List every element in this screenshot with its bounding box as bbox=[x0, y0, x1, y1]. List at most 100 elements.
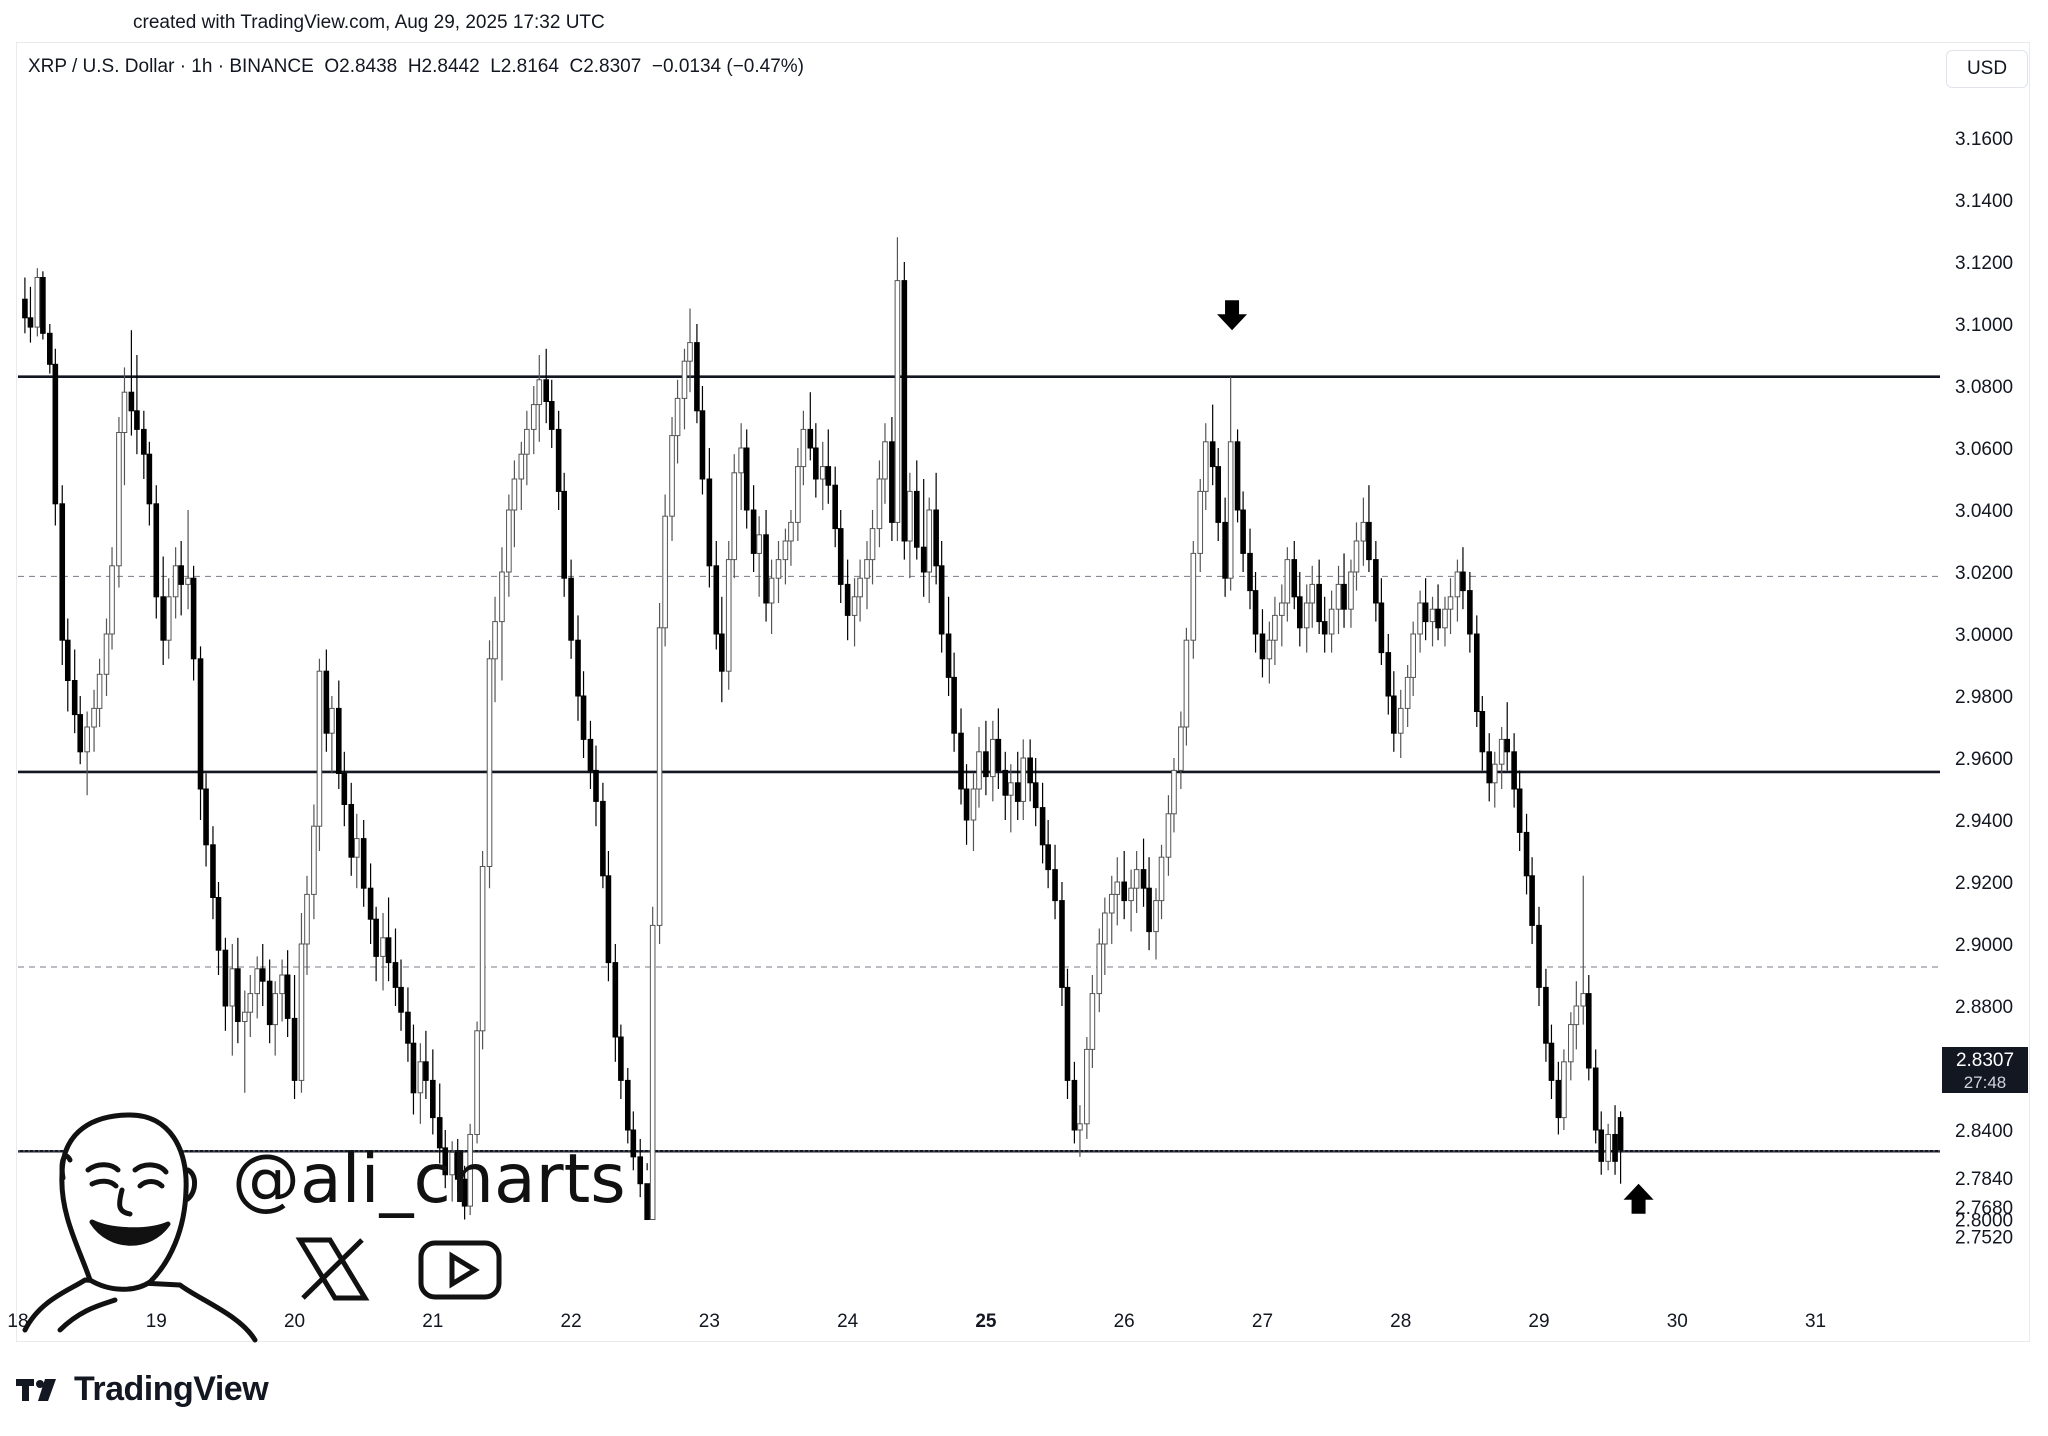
candle-body bbox=[1341, 583, 1347, 610]
candle bbox=[241, 990, 248, 1093]
candle bbox=[1555, 1061, 1562, 1135]
candle bbox=[1008, 764, 1014, 833]
price-tick-label: 2.9600 bbox=[1955, 749, 2013, 770]
candle bbox=[1102, 897, 1108, 975]
candle bbox=[1548, 1024, 1555, 1099]
candle bbox=[1605, 1123, 1611, 1171]
candle bbox=[536, 355, 543, 442]
time-axis[interactable]: 18 19 20 21 22 23 24 25 26 27 28 29 30 31 bbox=[7, 1311, 1826, 1332]
candle bbox=[782, 528, 789, 585]
time-tick-label: 22 bbox=[561, 1311, 582, 1332]
candle-body bbox=[1417, 602, 1423, 635]
candle bbox=[699, 386, 706, 495]
candle-body bbox=[1580, 993, 1587, 1007]
candle-body bbox=[153, 503, 160, 598]
candle bbox=[788, 510, 794, 566]
candle-body bbox=[474, 1030, 480, 1135]
candle bbox=[669, 417, 675, 541]
candle bbox=[524, 410, 530, 486]
candle bbox=[864, 541, 870, 610]
candle bbox=[1467, 572, 1473, 653]
candle bbox=[1460, 547, 1466, 610]
candle bbox=[719, 596, 725, 703]
candle-body bbox=[442, 1147, 449, 1176]
candle bbox=[1197, 479, 1204, 572]
candle bbox=[612, 944, 619, 1062]
candle-body bbox=[311, 825, 317, 895]
price-tick-label: 3.0000 bbox=[1955, 625, 2013, 646]
candle-body bbox=[725, 559, 732, 672]
candle-body bbox=[1077, 1123, 1083, 1131]
candle-body bbox=[662, 515, 668, 629]
candle bbox=[1328, 590, 1335, 653]
candle bbox=[649, 906, 656, 1221]
candle bbox=[1121, 851, 1127, 920]
candle-body bbox=[77, 714, 84, 753]
symbol-name[interactable]: XRP / U.S. Dollar · 1h · BINANCE bbox=[28, 56, 314, 77]
candle-body bbox=[165, 596, 172, 641]
candle-body bbox=[1114, 881, 1121, 895]
candle bbox=[1045, 820, 1051, 889]
candle bbox=[913, 460, 920, 560]
candle bbox=[1585, 975, 1592, 1081]
candle-body bbox=[1536, 924, 1542, 988]
candle-body bbox=[279, 974, 285, 995]
candle bbox=[876, 460, 883, 548]
candle bbox=[1580, 875, 1587, 1025]
candle-body bbox=[1605, 1133, 1611, 1162]
candle-body bbox=[970, 788, 977, 821]
candle bbox=[215, 882, 222, 975]
candle-body bbox=[222, 949, 229, 1007]
candle bbox=[146, 441, 153, 526]
candle bbox=[141, 410, 147, 479]
candle bbox=[970, 773, 977, 851]
candle bbox=[373, 906, 379, 982]
candle-body bbox=[1266, 639, 1273, 660]
candle bbox=[857, 559, 863, 622]
candle-body bbox=[699, 410, 706, 480]
candle bbox=[1032, 758, 1039, 827]
tradingview-brand[interactable]: TradingView bbox=[16, 1370, 269, 1409]
candle bbox=[1020, 739, 1027, 820]
candles bbox=[22, 237, 1624, 1221]
candle-body bbox=[1252, 590, 1259, 635]
candle bbox=[197, 646, 204, 820]
candle-body bbox=[1523, 831, 1530, 877]
candle bbox=[1479, 696, 1486, 771]
candle-body bbox=[844, 583, 851, 616]
candle-body bbox=[1585, 993, 1592, 1069]
candle bbox=[1215, 448, 1222, 541]
candle bbox=[1303, 584, 1310, 653]
currency-button[interactable]: USD bbox=[1946, 50, 2028, 88]
bar-countdown: 27:48 bbox=[1964, 1073, 2007, 1092]
candle-body bbox=[1146, 887, 1152, 933]
candle-body bbox=[813, 447, 819, 480]
candle-body bbox=[983, 751, 989, 778]
tradingview-logo-icon bbox=[16, 1378, 56, 1401]
candle-body bbox=[392, 962, 399, 988]
candle bbox=[1089, 975, 1096, 1068]
candle-body bbox=[47, 332, 53, 365]
candle-body bbox=[894, 280, 901, 523]
candle bbox=[77, 696, 84, 765]
candle-body bbox=[713, 565, 720, 635]
candle-body bbox=[316, 670, 323, 827]
candle bbox=[958, 708, 964, 805]
candle-body bbox=[1140, 869, 1147, 889]
candle-body bbox=[681, 360, 688, 399]
candle-body bbox=[241, 1011, 248, 1023]
candle-body bbox=[756, 534, 762, 554]
candle-body bbox=[1121, 881, 1127, 902]
candle-body bbox=[825, 466, 832, 486]
candle bbox=[417, 1043, 424, 1124]
symbol-header: XRP / U.S. Dollar · 1h · BINANCE O2.8438… bbox=[28, 56, 804, 78]
candle-body bbox=[1504, 738, 1511, 753]
candle-body bbox=[938, 565, 945, 635]
candle-body bbox=[1385, 652, 1392, 697]
candle bbox=[587, 720, 594, 789]
candle-body bbox=[795, 466, 801, 523]
price-tick-label: 2.9200 bbox=[1955, 873, 2013, 894]
candle-body bbox=[1165, 813, 1172, 858]
candle-body bbox=[1309, 583, 1316, 604]
